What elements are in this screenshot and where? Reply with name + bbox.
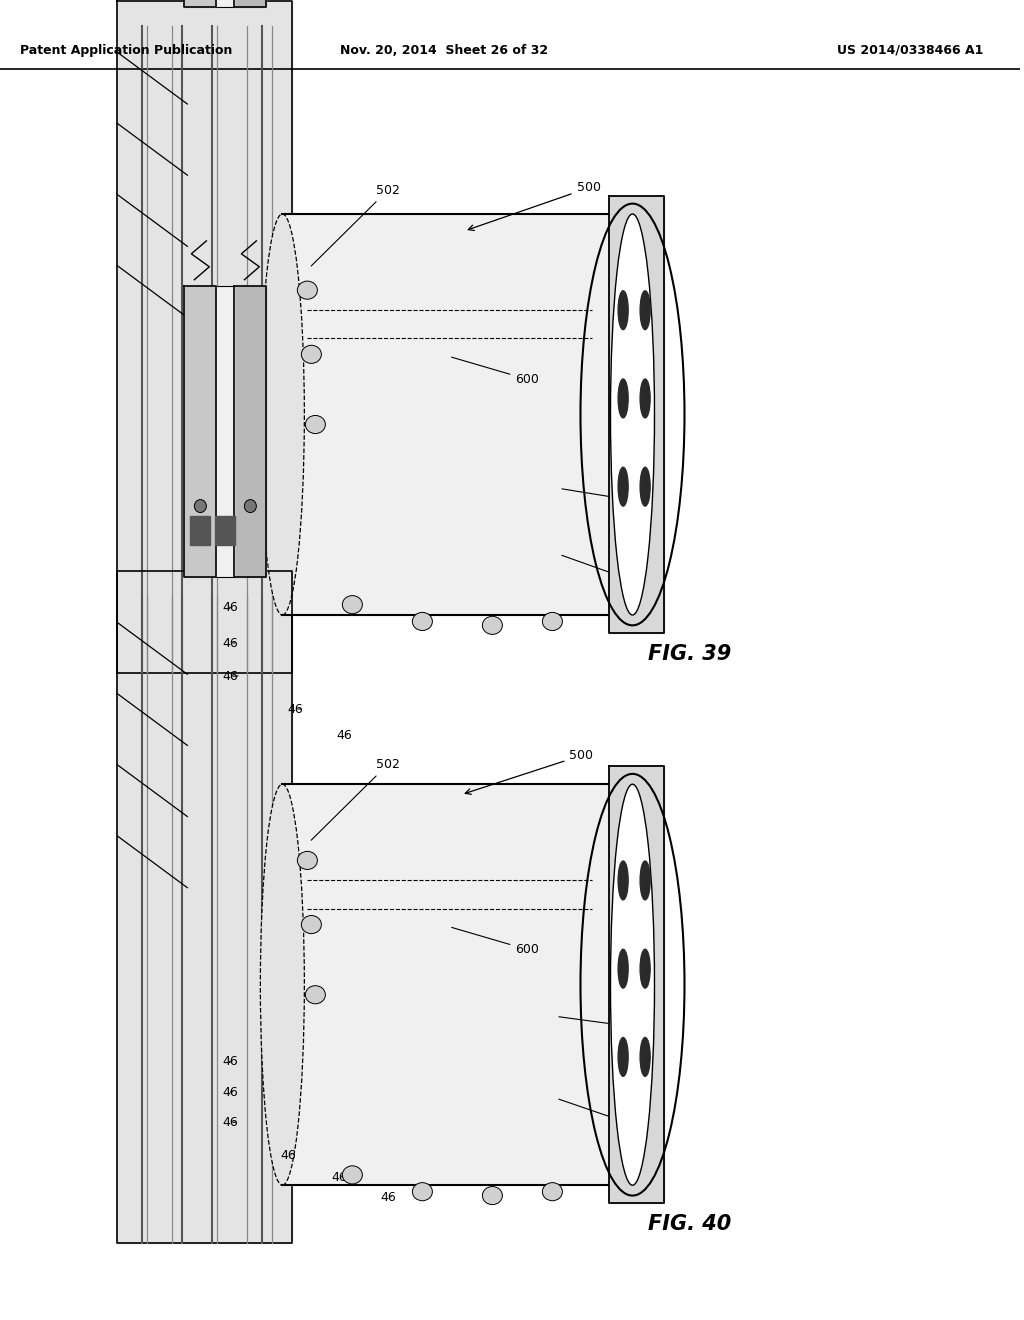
- Text: Patent Application Publication: Patent Application Publication: [20, 44, 232, 57]
- Text: 500: 500: [465, 748, 594, 795]
- Polygon shape: [118, 570, 293, 1243]
- Text: Nov. 20, 2014  Sheet 26 of 32: Nov. 20, 2014 Sheet 26 of 32: [340, 44, 548, 57]
- Ellipse shape: [618, 290, 628, 330]
- Ellipse shape: [640, 861, 650, 900]
- Text: 46: 46: [222, 1115, 239, 1129]
- Ellipse shape: [413, 1183, 432, 1201]
- Text: FIG. 40: FIG. 40: [648, 1214, 731, 1234]
- Text: 46: 46: [281, 1148, 296, 1162]
- Ellipse shape: [610, 784, 654, 1185]
- Text: 46: 46: [222, 1085, 239, 1098]
- Ellipse shape: [297, 281, 317, 300]
- Ellipse shape: [618, 1038, 628, 1076]
- Text: 46: 46: [381, 1191, 396, 1204]
- Ellipse shape: [610, 214, 654, 615]
- Ellipse shape: [640, 290, 650, 330]
- Ellipse shape: [640, 379, 650, 418]
- Text: 46: 46: [222, 1055, 239, 1068]
- Text: 46: 46: [562, 488, 643, 507]
- Ellipse shape: [342, 1166, 362, 1184]
- Polygon shape: [184, 0, 216, 7]
- Text: 600: 600: [452, 358, 540, 385]
- Polygon shape: [118, 0, 293, 673]
- Polygon shape: [609, 195, 665, 634]
- Polygon shape: [216, 0, 234, 7]
- Ellipse shape: [482, 1187, 503, 1205]
- Text: 46: 46: [222, 669, 239, 682]
- Text: 502: 502: [311, 758, 399, 841]
- Text: 602: 602: [562, 556, 650, 589]
- Ellipse shape: [301, 916, 322, 933]
- Polygon shape: [216, 286, 234, 577]
- Ellipse shape: [413, 612, 432, 631]
- Polygon shape: [609, 766, 665, 1204]
- Ellipse shape: [640, 467, 650, 506]
- Text: 600: 600: [452, 928, 540, 956]
- Ellipse shape: [543, 1183, 562, 1201]
- Ellipse shape: [640, 949, 650, 989]
- Ellipse shape: [195, 499, 207, 512]
- Ellipse shape: [301, 346, 322, 363]
- Text: 46: 46: [288, 702, 303, 715]
- Polygon shape: [283, 784, 617, 1185]
- Ellipse shape: [543, 612, 562, 631]
- Ellipse shape: [305, 416, 326, 433]
- Polygon shape: [184, 286, 216, 577]
- Text: 502: 502: [311, 183, 399, 267]
- Text: FIG. 39: FIG. 39: [648, 644, 731, 664]
- Text: 46: 46: [222, 601, 239, 614]
- Bar: [215, 516, 236, 545]
- Polygon shape: [234, 286, 266, 577]
- Ellipse shape: [618, 861, 628, 900]
- Ellipse shape: [260, 214, 304, 615]
- Bar: [190, 516, 210, 545]
- Ellipse shape: [618, 379, 628, 418]
- Ellipse shape: [245, 499, 256, 512]
- Text: 46: 46: [337, 729, 352, 742]
- Text: 46: 46: [222, 636, 239, 649]
- Ellipse shape: [260, 784, 304, 1185]
- Text: 46: 46: [332, 1171, 347, 1184]
- Ellipse shape: [618, 467, 628, 506]
- Ellipse shape: [640, 1038, 650, 1076]
- Text: US 2014/0338466 A1: US 2014/0338466 A1: [837, 44, 983, 57]
- Ellipse shape: [305, 986, 326, 1003]
- Text: 46: 46: [559, 1016, 636, 1032]
- Ellipse shape: [297, 851, 317, 870]
- Polygon shape: [283, 214, 617, 615]
- Text: 500: 500: [468, 181, 600, 231]
- Ellipse shape: [342, 595, 362, 614]
- Ellipse shape: [482, 616, 503, 635]
- Text: 602: 602: [559, 1100, 646, 1131]
- Ellipse shape: [618, 949, 628, 989]
- Polygon shape: [234, 0, 266, 7]
